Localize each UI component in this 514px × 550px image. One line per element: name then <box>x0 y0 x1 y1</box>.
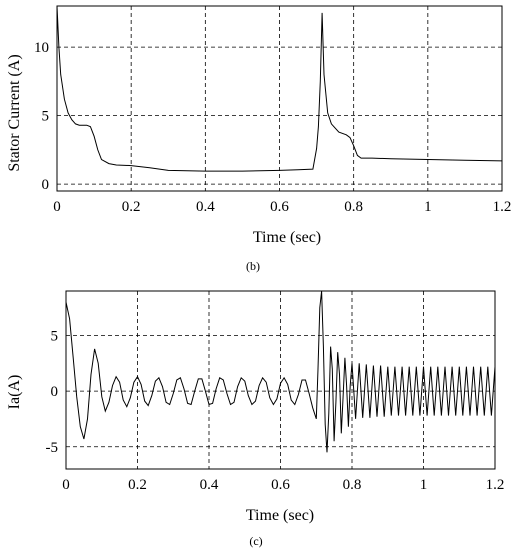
chart-c-caption: (c) <box>249 534 262 548</box>
chart-b-ytick-label: 0 <box>42 177 50 193</box>
chart-c-xtick-label: 1.2 <box>486 477 505 493</box>
chart-b-caption: (b) <box>246 259 260 273</box>
chart-c-xtick-label: 0 <box>62 477 70 493</box>
chart-c-xlabel: Time (sec) <box>246 507 314 524</box>
chart-c-grid <box>66 291 495 469</box>
chart-b-xtick-label: 0.2 <box>122 199 141 215</box>
chart-c-series-line <box>65 290 496 453</box>
chart-b-xtick-label: 1.2 <box>493 199 512 215</box>
chart-b-xticks: 0 0.2 0.4 0.6 0.8 1 1.2 <box>53 199 511 215</box>
chart-b-xtick-label: 0.8 <box>344 199 363 215</box>
chart-b-series-line <box>56 5 503 172</box>
chart-b-ytick-label: 5 <box>42 109 50 125</box>
chart-b-xlabel: Time (sec) <box>253 229 321 246</box>
chart-c-yticks: -5 0 5 <box>46 329 59 456</box>
chart-c-xtick-label: 0.4 <box>200 477 219 493</box>
chart-c-ylabel: Ia(A) <box>6 375 23 410</box>
chart-c-ytick-label: 5 <box>51 329 59 345</box>
chart-c-frame <box>65 290 496 470</box>
chart-b-ytick-label: 10 <box>34 40 49 56</box>
chart-b-xtick-label: 0.4 <box>196 199 215 215</box>
chart-c-ytick-label: 0 <box>51 384 59 400</box>
chart-c-xticks: 0 0.2 0.4 0.6 0.8 1 1.2 <box>62 477 504 493</box>
chart-b-xtick-label: 0.6 <box>270 199 289 215</box>
chart-c-xtick-label: 1 <box>420 477 428 493</box>
chart-b-frame <box>56 5 503 192</box>
chart-c-ytick-label: -5 <box>46 440 59 456</box>
chart-b-grid <box>57 6 502 191</box>
chart-c-xtick-label: 0.2 <box>128 477 147 493</box>
chart-b-xtick-label: 0 <box>53 199 61 215</box>
chart-c: 0 0.2 0.4 0.6 0.8 1 1.2 -505 Time (sec) Ia(A) … <box>6 290 504 548</box>
chart-b-xtick-label: 1 <box>424 199 432 215</box>
chart-b-ylabel: Stator Current (A) <box>6 54 23 171</box>
chart-c-xtick-label: 0.8 <box>343 477 362 493</box>
chart-c-xtick-label: 0.6 <box>271 477 290 493</box>
chart-b: 0 0.2 0.4 0.6 0.8 1 1.2 0 5 10 Time (sec) Stator… <box>6 5 511 273</box>
chart-b-yticks: 0 5 10 <box>34 40 49 193</box>
